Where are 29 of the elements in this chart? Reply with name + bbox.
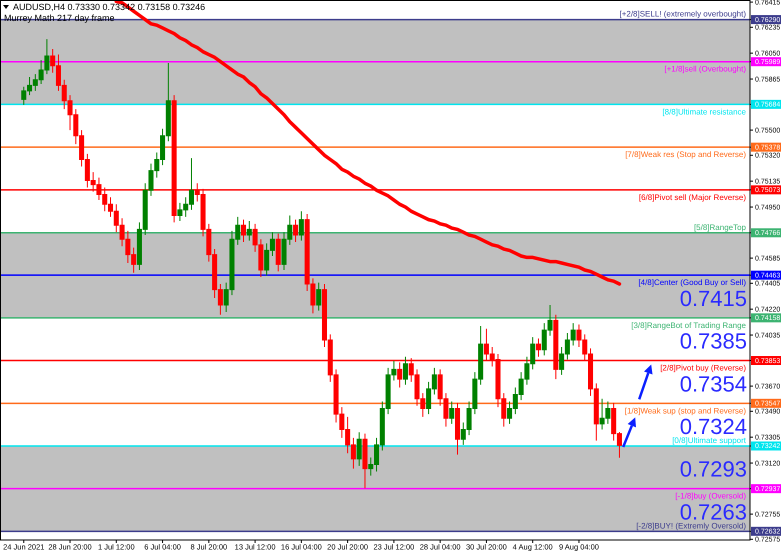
ref-line-label: [7/8]Weak res (Stop and Reverse) xyxy=(625,150,746,160)
candlestick xyxy=(241,219,246,243)
text: 0.7354 xyxy=(680,371,747,396)
candlestick xyxy=(362,433,368,489)
candlestick xyxy=(356,432,362,466)
text: 0.7415 xyxy=(680,286,747,311)
candlestick xyxy=(536,338,541,358)
candlestick xyxy=(246,220,252,242)
candlestick xyxy=(402,356,408,386)
candlestick xyxy=(316,282,322,312)
ref-line-label: [-2/8]BUY! (Extremly Oversold) xyxy=(636,521,746,530)
ref-line-label: [6/8]Pivot sell (Major Reverse) xyxy=(638,192,746,202)
candlestick xyxy=(276,233,281,272)
ref-line-label: [4/8]Center (Good Buy or Sell) xyxy=(638,278,746,288)
ref-line-label: [8/8]Ultimate resistance xyxy=(662,107,747,116)
candlestick xyxy=(454,402,460,456)
ref-line-label: [-1/8]buy (Oversold) xyxy=(675,492,746,501)
candlestick xyxy=(293,219,298,243)
ref-line-label: [0/8]Ultimate support xyxy=(672,436,747,445)
candlestick xyxy=(449,401,454,424)
candlestick xyxy=(298,210,304,242)
text: 0.7293 xyxy=(680,456,747,482)
ref-line-label: [3/8]RangeBot of Trading Range xyxy=(631,320,747,330)
ref-line-label: [2/8]Pivot buy (Reverse) xyxy=(660,364,746,373)
ref-line-label: [5/8]RangeTop xyxy=(694,222,747,232)
text: 0.7385 xyxy=(680,328,747,354)
ref-line-label: [1/8]Weak sup (stop and Reverse) xyxy=(624,406,746,416)
ref-line-label: [+2/8]SELL! (extremely overbought) xyxy=(619,10,746,19)
ref-line-label: [+1/8]sell (Overbought) xyxy=(664,64,746,74)
